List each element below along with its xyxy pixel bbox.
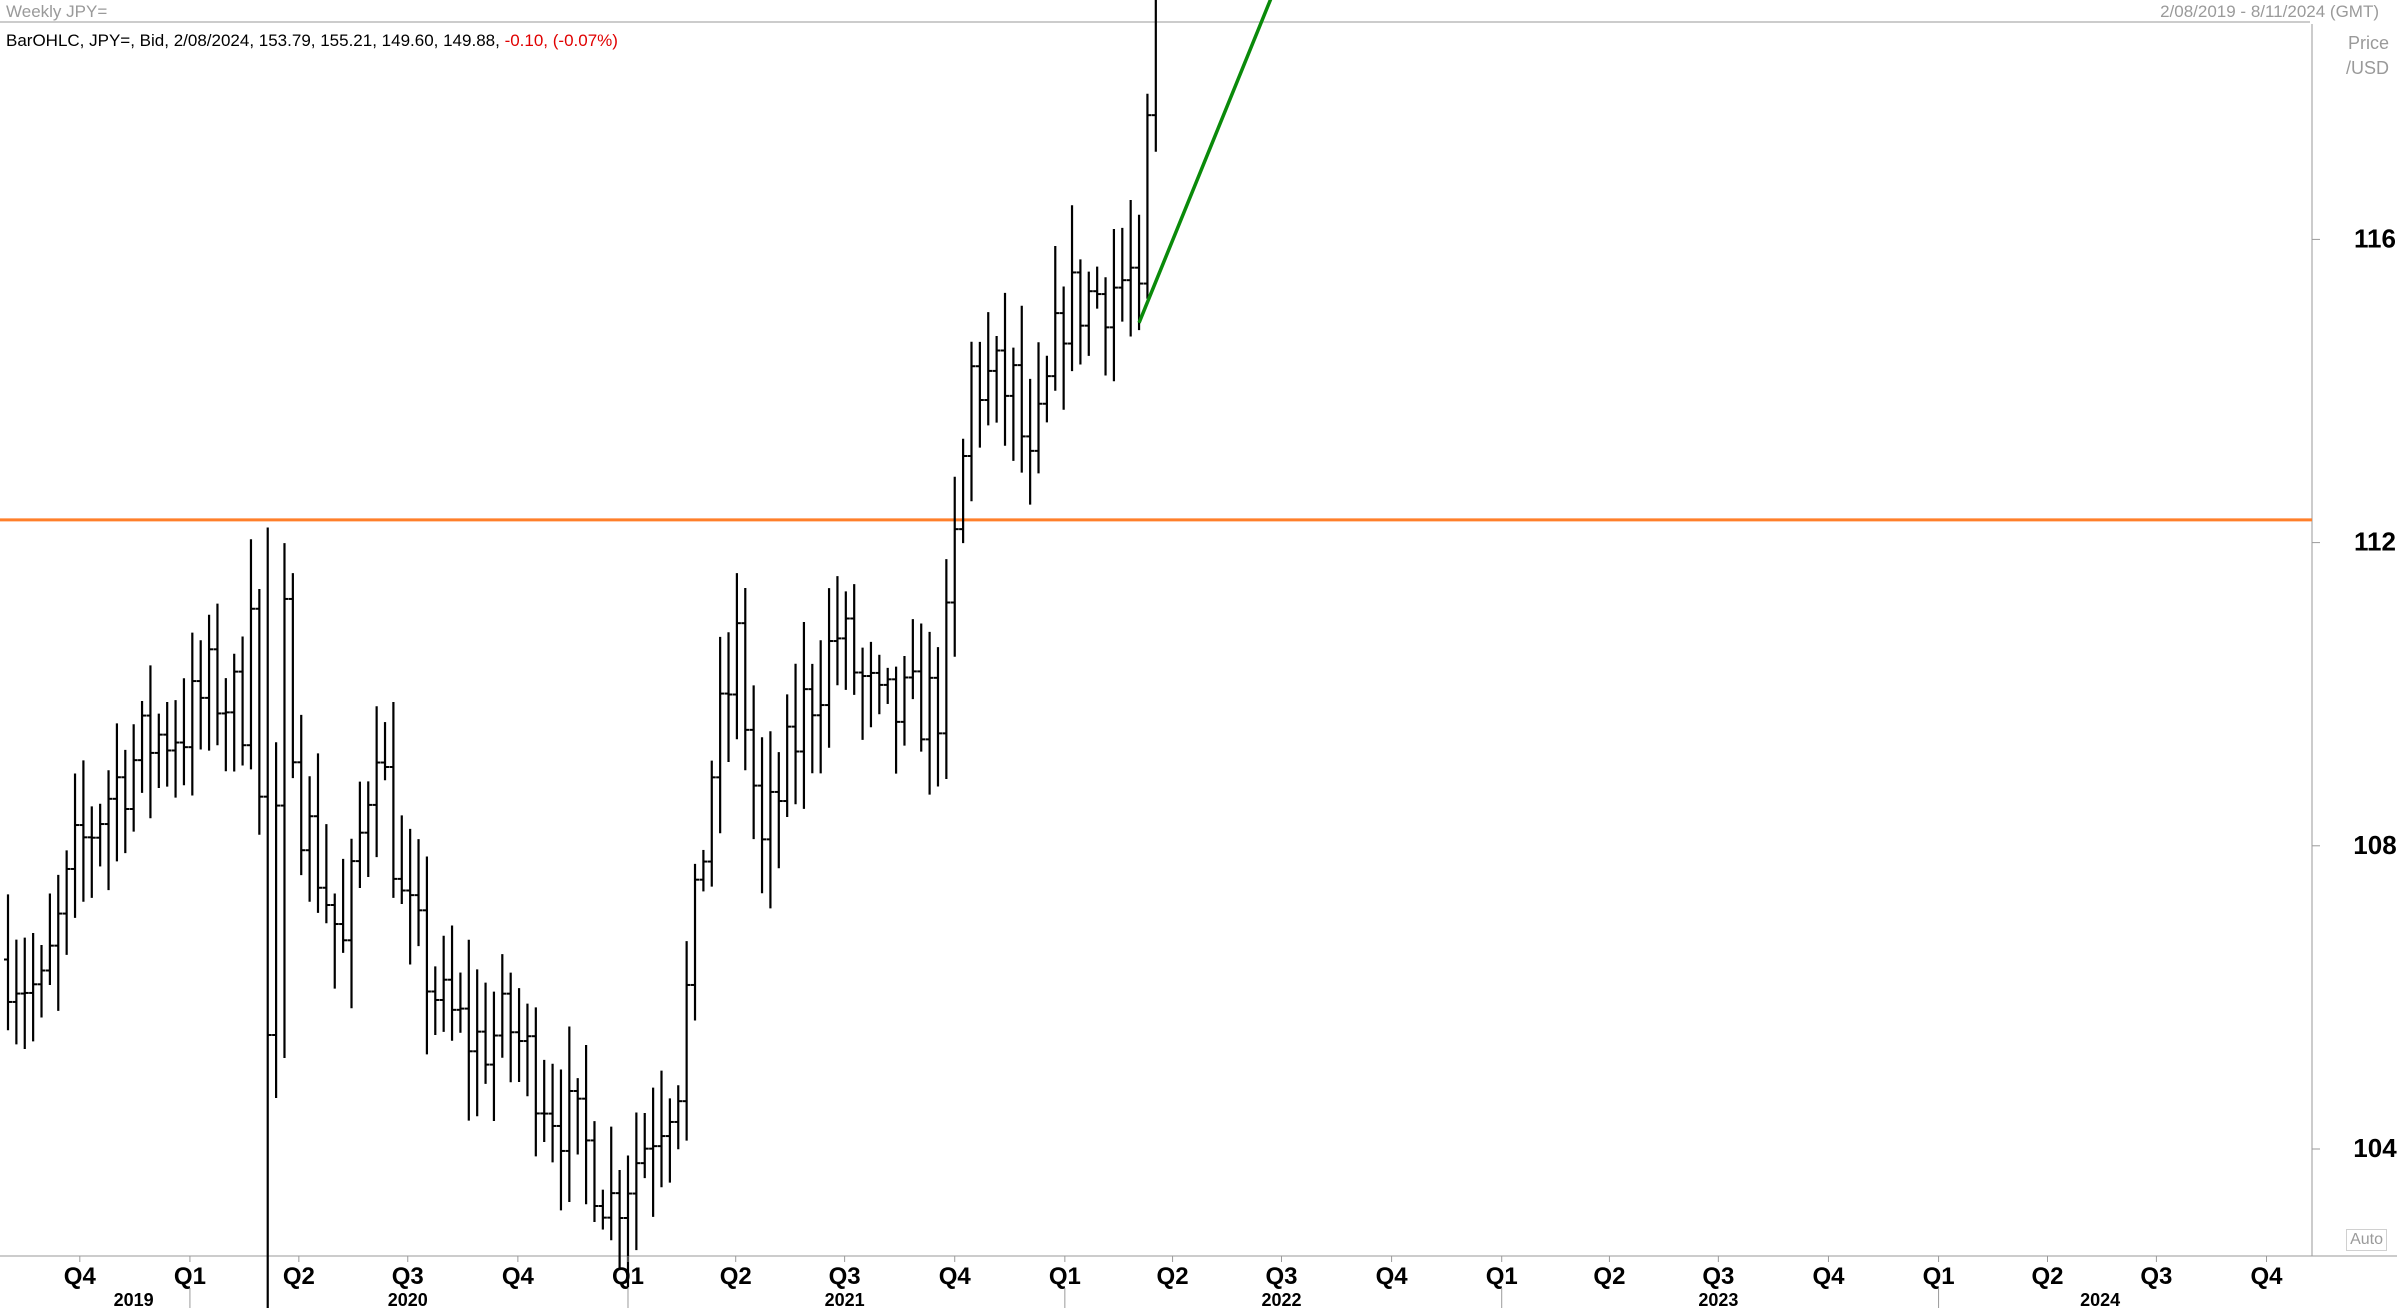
x-year-label: 2021 xyxy=(825,1290,865,1308)
x-quarter-label: Q3 xyxy=(1702,1263,1734,1290)
unit-line-1: Price xyxy=(2347,33,2389,53)
x-quarter-label: Q1 xyxy=(612,1263,644,1290)
x-quarter-label: Q3 xyxy=(2140,1263,2172,1290)
horizontal-levels xyxy=(0,518,2312,522)
chart-frame xyxy=(0,21,2397,1257)
legend-change: -0.10, (-0.07%) xyxy=(504,31,618,50)
trend-line xyxy=(1137,0,1273,324)
x-quarter-label: Q4 xyxy=(1376,1263,1409,1290)
legend-values: BarOHLC, JPY=, Bid, 2/08/2024, 153.79, 1… xyxy=(6,31,500,50)
x-quarter-label: Q2 xyxy=(283,1263,315,1290)
auto-scale-button[interactable]: Auto xyxy=(2346,1229,2387,1251)
y-axis: 1041081121161201241281321361401441481521… xyxy=(2312,223,2397,1163)
x-quarter-label: Q2 xyxy=(2031,1263,2063,1290)
x-quarter-label: Q4 xyxy=(2251,1263,2284,1290)
x-axis: Q4 Q1 Q2 Q3 Q4 Q1 Q2 Q3 Q4 Q1 Q2 Q3 Q4 Q1 Q2 Q3 Q4 Q1 Q2 Q3… xyxy=(64,1256,2283,1308)
price-unit-label: Price /USD xyxy=(2346,31,2389,81)
x-quarter-label: Q4 xyxy=(64,1263,97,1290)
x-quarter-label: Q4 xyxy=(939,1263,972,1290)
y-tick-label: 104 xyxy=(2353,1133,2397,1163)
x-quarter-label: Q2 xyxy=(720,1263,752,1290)
x-quarter-label: Q1 xyxy=(1486,1263,1518,1290)
y-tick-label: 112 xyxy=(2354,527,2396,557)
x-year-label: 2019 xyxy=(114,1290,154,1308)
y-tick-label: 108 xyxy=(2353,830,2396,860)
x-year-label: 2022 xyxy=(1261,1290,1301,1308)
x-year-label: 2024 xyxy=(2080,1290,2120,1308)
trend-line-segment xyxy=(1137,0,1273,324)
x-quarter-label: Q3 xyxy=(392,1263,424,1290)
x-quarter-label: Q3 xyxy=(829,1263,861,1290)
x-quarter-label: Q4 xyxy=(1812,1263,1845,1290)
chart-title: Weekly JPY= xyxy=(6,2,108,21)
x-year-label: 2020 xyxy=(388,1290,428,1308)
x-quarter-label: Q1 xyxy=(1049,1263,1081,1290)
ohlc-legend: BarOHLC, JPY=, Bid, 2/08/2024, 153.79, 1… xyxy=(6,31,618,51)
x-quarter-label: Q1 xyxy=(1923,1263,1955,1290)
ohlc-series xyxy=(4,0,1157,1308)
x-quarter-label: Q2 xyxy=(1157,1263,1189,1290)
unit-line-2: /USD xyxy=(2345,58,2389,78)
y-tick-label: 116 xyxy=(2354,223,2396,253)
x-year-label: 2023 xyxy=(1698,1290,1738,1308)
x-quarter-label: Q2 xyxy=(1593,1263,1625,1290)
date-range: 2/08/2019 - 8/11/2024 (GMT) xyxy=(2160,2,2379,21)
x-quarter-label: Q3 xyxy=(1265,1263,1297,1290)
x-quarter-label: Q4 xyxy=(502,1263,535,1290)
x-quarter-label: Q1 xyxy=(174,1263,206,1290)
